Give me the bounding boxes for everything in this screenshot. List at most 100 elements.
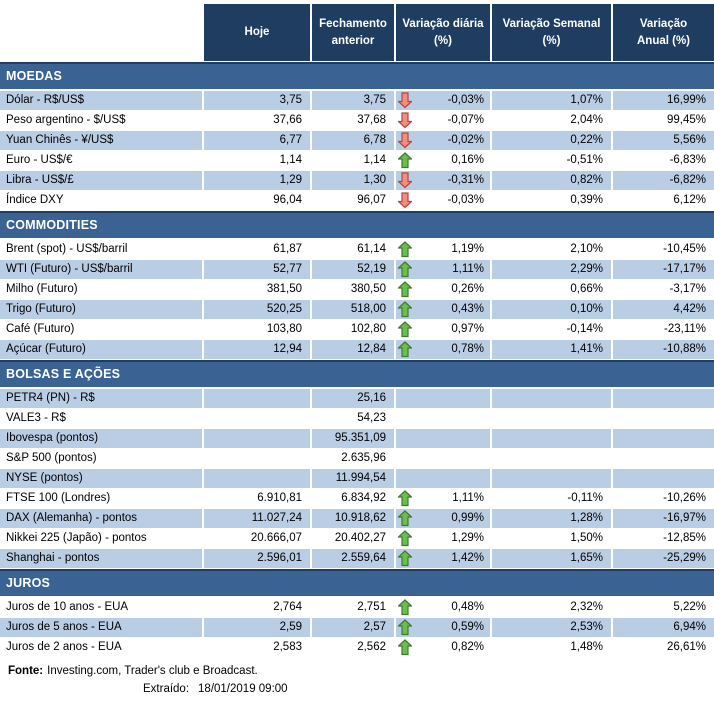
variacao-anual-value bbox=[613, 449, 714, 468]
table-row: DAX (Alemanha) - pontos 11.027,24 10.918,6… bbox=[0, 509, 714, 528]
trend-up-icon bbox=[398, 241, 412, 258]
hoje-value bbox=[204, 449, 310, 468]
variacao-semanal-value: 2,29% bbox=[492, 260, 611, 279]
hoje-value bbox=[204, 469, 310, 488]
row-label: WTI (Futuro) - US$/barril bbox=[0, 260, 202, 279]
trend-up-icon bbox=[398, 619, 412, 636]
fechamento-value: 95.351,09 bbox=[312, 429, 394, 448]
variacao-anual-value bbox=[613, 409, 714, 428]
section-header-bolsas-e-acoes: BOLSAS E AÇÕES bbox=[0, 360, 714, 387]
table-row: Juros de 2 anos - EUA 2,583 2,562 0,82% 1,48… bbox=[0, 638, 714, 657]
variacao-anual-value: -6,83% bbox=[669, 154, 706, 166]
variacao-diaria-cell: 1,19% bbox=[396, 240, 490, 259]
variacao-diaria-value: 0,16% bbox=[451, 154, 484, 166]
column-header-hoje: Hoje bbox=[204, 4, 310, 61]
section-header-juros: JUROS bbox=[0, 569, 714, 596]
column-header-empty bbox=[0, 4, 202, 61]
variacao-diaria-value: 0,99% bbox=[451, 512, 484, 524]
variacao-diaria-cell bbox=[396, 469, 490, 488]
variacao-semanal-value bbox=[492, 449, 611, 468]
variacao-anual-value: 5,22% bbox=[673, 601, 706, 613]
variacao-diaria-cell: 1,29% bbox=[396, 529, 490, 548]
source-text: Investing.com, Trader's club e Broadcast… bbox=[47, 665, 258, 677]
variacao-semanal-value bbox=[492, 429, 611, 448]
variacao-diaria-value: 0,59% bbox=[451, 621, 484, 633]
fechamento-value: 54,23 bbox=[357, 412, 386, 424]
trend-down-icon bbox=[398, 92, 412, 109]
variacao-anual-value: 16,99% bbox=[613, 91, 714, 110]
source-line: Fonte: Investing.com, Trader's club e Bro… bbox=[0, 662, 714, 680]
variacao-anual-value: -3,17% bbox=[669, 283, 706, 295]
trend-down-icon bbox=[398, 192, 412, 209]
trend-down-icon bbox=[398, 172, 412, 189]
fechamento-value: 20.402,27 bbox=[334, 532, 386, 544]
hoje-value: 2,583 bbox=[273, 641, 302, 653]
table-row: Euro - US$/€ 1,14 1,14 0,16% -0,51% -6,83% bbox=[0, 151, 714, 170]
row-label: Yuan Chinês - ¥/US$ bbox=[0, 131, 202, 150]
table-row: Juros de 10 anos - EUA 2,764 2,751 0,48% 2,3… bbox=[0, 598, 714, 617]
hoje-value: 96,04 bbox=[273, 194, 302, 206]
fechamento-value: 96,07 bbox=[357, 194, 386, 206]
variacao-diaria-cell bbox=[396, 449, 490, 468]
row-label: NYSE (pontos) bbox=[0, 469, 202, 488]
row-label: Euro - US$/€ bbox=[6, 154, 73, 166]
row-label: Juros de 2 anos - EUA bbox=[6, 641, 122, 653]
variacao-semanal-value bbox=[492, 409, 611, 428]
variacao-semanal-value: 0,66% bbox=[570, 283, 603, 295]
table-body: MOEDAS Dólar - R$/US$ 3,75 3,75 -0,03% 1,07% 1… bbox=[0, 62, 714, 657]
trend-up-icon bbox=[398, 530, 412, 547]
variacao-semanal-value: -0,14% bbox=[566, 323, 603, 335]
table-row: Libra - US$/£ 1,29 1,30 -0,31% 0,82% -6,82% bbox=[0, 171, 714, 190]
table-row: Ibovespa (pontos) 95.351,09 bbox=[0, 429, 714, 448]
fechamento-value: 380,50 bbox=[350, 283, 386, 295]
hoje-value: 37,66 bbox=[273, 114, 302, 126]
variacao-semanal-value: -0,51% bbox=[566, 154, 603, 166]
column-header-variacao-anual: Variação Anual (%) bbox=[613, 4, 714, 61]
variacao-anual-value: 6,12% bbox=[673, 194, 706, 206]
variacao-diaria-cell: -0,31% bbox=[396, 171, 490, 190]
hoje-value: 61,87 bbox=[273, 243, 302, 255]
hoje-value: 3,75 bbox=[204, 91, 310, 110]
variacao-diaria-cell: 1,42% bbox=[396, 549, 490, 568]
variacao-anual-value bbox=[613, 469, 714, 488]
variacao-semanal-value: 2,04% bbox=[570, 114, 603, 126]
fechamento-value: 1,30 bbox=[312, 171, 394, 190]
trend-up-icon bbox=[398, 490, 412, 507]
column-header-fechamento-anterior: Fechamento anterior bbox=[312, 4, 394, 61]
trend-down-icon bbox=[398, 112, 412, 129]
table-row: Dólar - R$/US$ 3,75 3,75 -0,03% 1,07% 16,99% bbox=[0, 91, 714, 110]
column-header-variacao-diaria: Variação diária (%) bbox=[396, 4, 490, 61]
fechamento-value: 6.834,92 bbox=[341, 492, 386, 504]
variacao-semanal-value bbox=[492, 469, 611, 488]
table-row: NYSE (pontos) 11.994,54 bbox=[0, 469, 714, 488]
row-label: Peso argentino - $/US$ bbox=[6, 114, 126, 126]
variacao-semanal-value: 1,28% bbox=[492, 509, 611, 528]
variacao-diaria-cell: 0,82% bbox=[396, 638, 490, 657]
hoje-value: 20.666,07 bbox=[250, 532, 302, 544]
variacao-diaria-value: 1,42% bbox=[451, 552, 484, 564]
table-header: Hoje Fechamento anterior Variação diária… bbox=[0, 4, 714, 61]
variacao-diaria-value: 0,26% bbox=[451, 283, 484, 295]
row-label: Shanghai - pontos bbox=[0, 549, 202, 568]
row-label: Milho (Futuro) bbox=[6, 283, 78, 295]
variacao-diaria-value: 1,29% bbox=[451, 532, 484, 544]
trend-up-icon bbox=[398, 510, 412, 527]
trend-up-icon bbox=[398, 639, 412, 656]
column-header-variacao-semanal: Variação Semanal (%) bbox=[492, 4, 611, 61]
fechamento-value: 3,75 bbox=[312, 91, 394, 110]
row-label: Nikkei 225 (Japão) - pontos bbox=[6, 532, 147, 544]
table-row: Yuan Chinês - ¥/US$ 6,77 6,78 -0,02% 0,22% 5,… bbox=[0, 131, 714, 150]
variacao-diaria-cell bbox=[396, 389, 490, 408]
variacao-anual-value: 26,61% bbox=[666, 641, 706, 653]
hoje-value: 2,764 bbox=[273, 601, 302, 613]
variacao-anual-value: -6,82% bbox=[613, 171, 714, 190]
variacao-diaria-cell: -0,02% bbox=[396, 131, 490, 150]
variacao-anual-value bbox=[613, 389, 714, 408]
hoje-value: 52,77 bbox=[204, 260, 310, 279]
variacao-semanal-value: 0,10% bbox=[492, 300, 611, 319]
variacao-anual-value: -17,17% bbox=[613, 260, 714, 279]
variacao-semanal-value: 0,39% bbox=[570, 194, 603, 206]
row-label: Trigo (Futuro) bbox=[0, 300, 202, 319]
trend-up-icon bbox=[398, 301, 412, 318]
trend-up-icon bbox=[398, 599, 412, 616]
